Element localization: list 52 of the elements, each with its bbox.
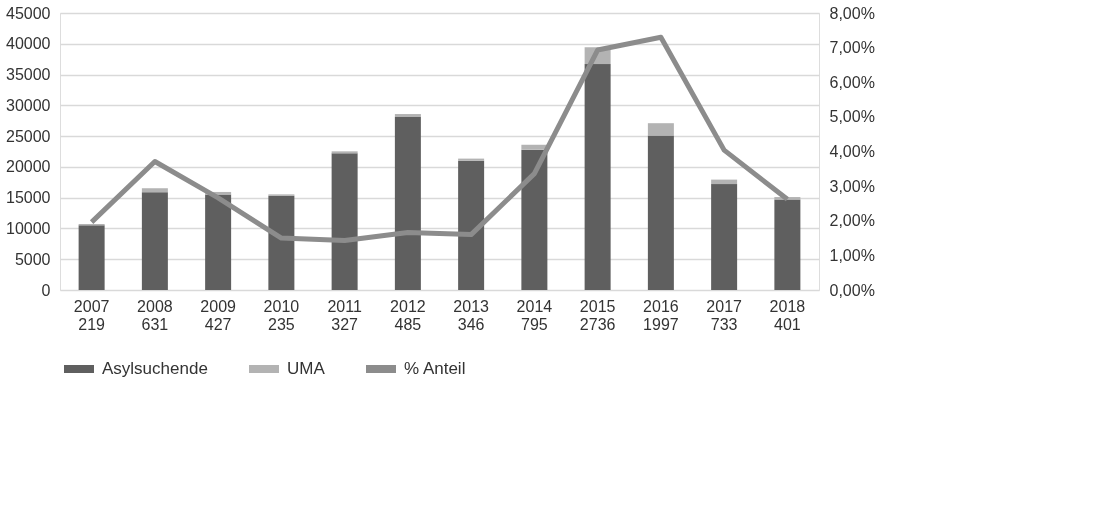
y-tick-label: 25000 [6,127,51,145]
y-tick-label: 40000 [6,35,51,53]
bar [141,188,168,193]
x-tick-label: 2016 1997 [643,297,679,333]
x-tick-label: 2018 401 [769,297,806,333]
y-tick-label: 10000 [6,219,51,237]
y2-tick-label: 8,00% [829,4,875,22]
x-tick-label: 2011 327 [327,297,362,333]
bar [458,158,485,161]
x-tick-label: 2015 2736 [579,297,616,333]
x-tick-label: 2010 235 [263,297,300,333]
bar [458,160,485,290]
y-tick-label: 15000 [6,189,51,207]
bar [584,64,611,290]
bar [711,184,738,290]
x-tick-label: 2008 631 [137,297,173,333]
y-tick-label: 45000 [6,4,51,22]
y2-tick-label: 2,00% [829,212,875,230]
bar [268,195,295,290]
bar [141,192,168,290]
y-tick-label: 0 [41,281,51,299]
bar [205,194,232,290]
x-tick-label: 2017 733 [706,297,743,333]
bar [78,225,105,290]
y-tick-label: 20000 [6,158,51,176]
y2-tick-label: 5,00% [829,108,875,126]
bar [521,144,548,150]
y-tick-label: 35000 [6,66,51,84]
x-tick-label: 2009 427 [200,297,237,333]
x-tick-label: 2014 795 [516,297,553,333]
bar [647,135,674,290]
y-tick-label: 30000 [6,96,51,114]
legend-label: UMA [287,359,326,378]
bar [394,117,421,290]
bar [331,151,358,154]
bar [331,153,358,290]
bar [774,199,801,290]
y2-tick-label: 1,00% [829,246,875,264]
x-tick-label: 2007 219 [73,297,110,333]
bar [394,114,421,118]
legend-label: % Anteil [404,359,466,378]
legend-label: Asylsuchende [102,359,208,378]
y-tick-label: 5000 [14,250,51,268]
y2-tick-label: 4,00% [829,143,875,160]
bar [647,123,674,136]
y2-tick-label: 7,00% [829,39,875,57]
y2-tick-label: 3,00% [829,177,875,195]
x-tick-label: 2013 346 [453,297,490,333]
y2-tick-label: 6,00% [829,73,875,91]
x-tick-label: 2012 485 [390,297,426,333]
bar [521,149,548,290]
y2-tick-label: 0,00% [829,281,875,299]
